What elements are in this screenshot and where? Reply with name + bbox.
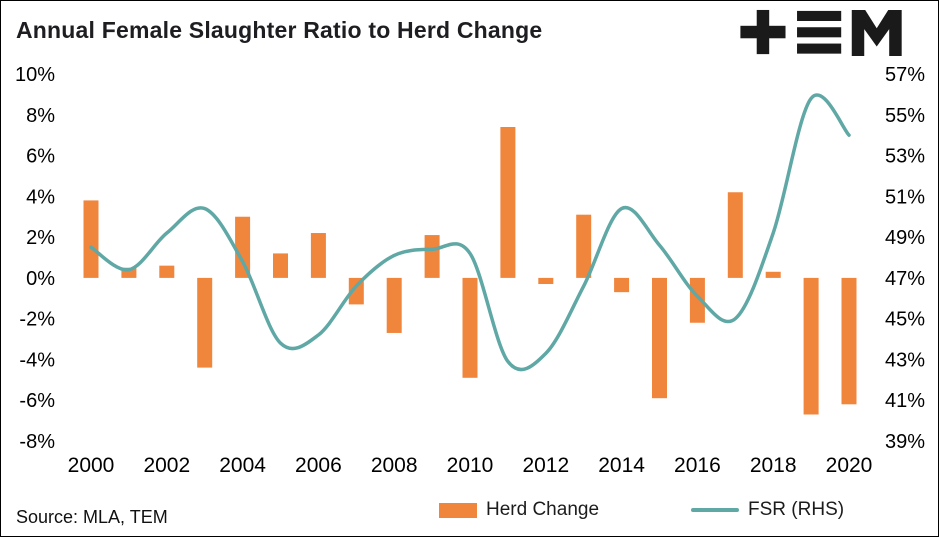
x-axis-tick: 2020	[826, 454, 873, 477]
chart-area: 10% 8% 6% 4% 2% 0% -2% -4% -6% -8% 57% 55% 53% 51% 49%…	[1, 61, 938, 481]
left-axis-tick: -6%	[19, 390, 55, 412]
bar-2001	[121, 267, 137, 278]
tem-logo-plus-icon	[740, 9, 786, 55]
legend-label-fsr: FSR (RHS)	[748, 499, 845, 520]
legend-label-herd-change: Herd Change	[486, 499, 600, 520]
right-axis-tick: 53%	[885, 146, 925, 168]
bar-2015	[652, 277, 667, 399]
legend-item-herd-change: Herd Change	[439, 499, 599, 521]
bar-2013	[576, 214, 592, 278]
left-axis-tick: -2%	[19, 309, 55, 331]
right-axis-tick: 51%	[885, 186, 925, 208]
bar-2010	[462, 277, 478, 378]
source-note: Source: MLA, TEM	[16, 507, 168, 527]
chart-legend: Herd Change FSR (RHS)	[439, 499, 844, 521]
x-axis-tick: 2018	[750, 454, 797, 477]
x-axis-tick: 2010	[447, 454, 494, 477]
right-axis-tick: 57%	[885, 64, 925, 86]
left-axis-tick: 8%	[26, 105, 55, 127]
bar-2011	[500, 127, 516, 278]
bar-2016	[689, 277, 705, 323]
x-axis-tick: 2012	[522, 454, 569, 477]
tem-logo	[740, 9, 902, 57]
left-axis-tick: 0%	[26, 268, 55, 290]
x-axis-tick: 2002	[143, 454, 190, 477]
bar-2020	[841, 277, 857, 405]
left-axis-tick: -4%	[19, 349, 55, 371]
x-axis-tick: 2000	[68, 454, 115, 477]
bar-2002	[159, 265, 175, 278]
bar-2005	[273, 253, 288, 278]
left-axis-tick: -8%	[19, 431, 55, 453]
bar-2004	[235, 216, 251, 278]
x-axis-tick: 2008	[371, 454, 418, 477]
bar-2018	[765, 271, 781, 278]
bar-2003	[197, 277, 213, 368]
tem-logo-m-icon	[851, 9, 902, 57]
right-axis-tick: 43%	[885, 349, 925, 371]
x-axis-tick: 2016	[674, 454, 721, 477]
left-axis-tick: 4%	[26, 186, 55, 208]
right-axis-tick: 47%	[885, 268, 925, 290]
left-axis-tick: 6%	[26, 146, 55, 168]
bar-2006	[310, 233, 326, 278]
right-axis-tick: 45%	[885, 309, 925, 331]
bar-2000	[83, 200, 99, 278]
bar-2008	[386, 277, 402, 333]
left-axis-tick: 2%	[26, 227, 55, 249]
x-axis-tick: 2004	[219, 454, 266, 477]
bar-2009	[424, 235, 440, 278]
x-axis-tick: 2014	[598, 454, 645, 477]
page-title: Annual Female Slaughter Ratio to Herd Ch…	[16, 17, 543, 43]
tem-logo-triple-bar-icon	[797, 10, 842, 54]
right-axis-tick: 39%	[885, 431, 925, 453]
right-axis-tick: 55%	[885, 105, 925, 127]
right-axis-tick: 41%	[885, 390, 925, 412]
fsr-swatch	[691, 508, 740, 512]
herd-change-swatch	[439, 502, 477, 518]
bar-2012	[538, 277, 554, 285]
left-axis-tick: 10%	[15, 64, 55, 86]
bar-2019	[803, 277, 819, 415]
right-axis-tick: 49%	[885, 227, 925, 249]
bar-2017	[727, 192, 743, 278]
fsr-line	[89, 93, 851, 372]
bar-2014	[614, 277, 630, 293]
x-axis-tick: 2006	[295, 454, 342, 477]
chart-svg: 10% 8% 6% 4% 2% 0% -2% -4% -6% -8% 57% 55% 53% 51% 49%…	[15, 64, 925, 477]
legend-item-fsr: FSR (RHS)	[691, 499, 844, 521]
